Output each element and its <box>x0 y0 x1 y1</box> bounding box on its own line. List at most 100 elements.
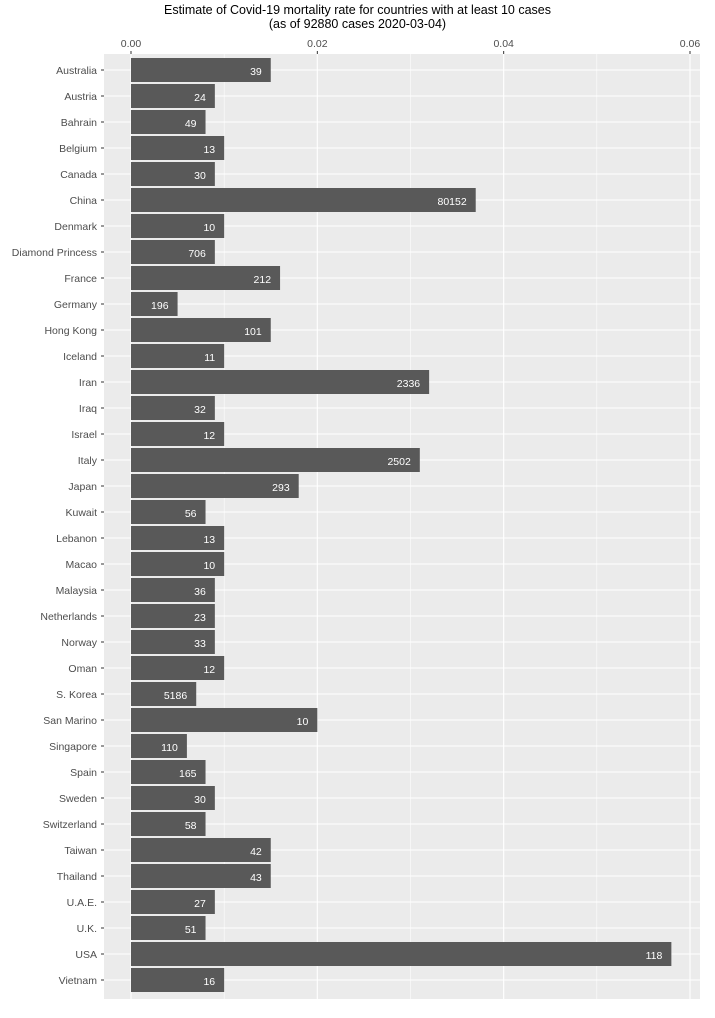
category-label-norway: Norway <box>61 637 97 649</box>
bar-vietnam <box>131 968 225 992</box>
bar-label-israel: 12 <box>203 430 215 442</box>
bar-hong-kong <box>131 318 271 342</box>
bar-label-usa: 118 <box>646 950 663 962</box>
bar-switzerland <box>131 812 206 836</box>
bar-label-denmark: 10 <box>203 222 215 234</box>
chart-title: Estimate of Covid-19 mortality rate for … <box>164 3 551 17</box>
chart-subtitle: (as of 92880 cases 2020-03-04) <box>268 16 447 31</box>
bar-s-korea <box>131 682 197 706</box>
bar-diamond-princess <box>131 240 215 264</box>
bar-label-kuwait: 56 <box>185 508 197 520</box>
bar-label-iran: 2336 <box>397 378 421 390</box>
bar-israel <box>131 422 225 446</box>
category-label-france: France <box>64 273 97 285</box>
bar-malaysia <box>131 578 215 602</box>
bar-label-austria: 24 <box>194 92 206 104</box>
bar-norway <box>131 630 215 654</box>
bar-australia <box>131 58 271 82</box>
bar-label-japan: 293 <box>272 482 290 494</box>
bar-japan <box>131 474 299 498</box>
bar-label-france: 212 <box>254 274 272 286</box>
bar-label-s-korea: 5186 <box>164 690 188 702</box>
category-label-austria: Austria <box>64 91 97 103</box>
category-label-iceland: Iceland <box>63 351 97 363</box>
bar-label-u-k: 51 <box>185 924 197 936</box>
x-axis: 0.00 0.02 0.04 0.06 <box>121 38 701 54</box>
bar-label-australia: 39 <box>250 66 262 78</box>
category-label-spain: Spain <box>70 767 97 779</box>
bar-label-malaysia: 36 <box>194 586 206 598</box>
category-label-u-a-e: U.A.E. <box>67 897 97 909</box>
y-axis: Australia Austria Bahrain Belgium Canada Chin… <box>12 65 104 987</box>
bar-label-spain: 165 <box>179 768 197 780</box>
category-label-usa: USA <box>75 949 97 961</box>
bar-u-a-e <box>131 890 215 914</box>
category-label-lebanon: Lebanon <box>56 533 97 545</box>
category-label-hong-kong: Hong Kong <box>44 325 97 337</box>
category-label-taiwan: Taiwan <box>64 845 97 857</box>
bar-label-iceland: 11 <box>204 352 215 364</box>
bar-italy <box>131 448 420 472</box>
bar-label-belgium: 13 <box>203 144 215 156</box>
bar-label-singapore: 110 <box>161 742 178 754</box>
bar-label-oman: 12 <box>203 664 215 676</box>
bar-thailand <box>131 864 271 888</box>
bar-belgium <box>131 136 225 160</box>
category-label-singapore: Singapore <box>49 741 97 753</box>
x-tick-label: 0.02 <box>307 38 328 50</box>
category-label-israel: Israel <box>71 429 97 441</box>
bar-label-diamond-princess: 706 <box>188 248 206 260</box>
category-label-iraq: Iraq <box>79 403 97 415</box>
category-label-canada: Canada <box>60 169 97 181</box>
x-tick-label: 0.00 <box>121 38 142 50</box>
bar-label-germany: 196 <box>151 300 169 312</box>
bar-label-hong-kong: 101 <box>244 326 262 338</box>
bars: 3924491330801521070621219610111233632122… <box>131 58 672 992</box>
bar-macao <box>131 552 225 576</box>
category-label-malaysia: Malaysia <box>56 585 98 597</box>
bar-u-k <box>131 916 206 940</box>
category-label-iran: Iran <box>79 377 97 389</box>
category-label-china: China <box>70 195 98 207</box>
category-label-kuwait: Kuwait <box>65 507 97 519</box>
bar-label-u-a-e: 27 <box>194 898 206 910</box>
category-label-s-korea: S. Korea <box>56 689 97 701</box>
category-label-belgium: Belgium <box>59 143 97 155</box>
bar-label-bahrain: 49 <box>185 118 197 130</box>
category-label-u-k: U.K. <box>77 923 97 935</box>
bar-label-iraq: 32 <box>194 404 206 416</box>
category-label-thailand: Thailand <box>57 871 97 883</box>
bar-iceland <box>131 344 225 368</box>
bar-label-netherlands: 23 <box>194 612 206 624</box>
category-label-macao: Macao <box>65 559 97 571</box>
bar-label-switzerland: 58 <box>185 820 197 832</box>
bar-label-macao: 10 <box>203 560 215 572</box>
bar-label-canada: 30 <box>194 170 206 182</box>
bar-sweden <box>131 786 215 810</box>
bar-austria <box>131 84 215 108</box>
category-label-san-marino: San Marino <box>43 715 97 727</box>
bar-label-san-marino: 10 <box>297 716 309 728</box>
bar-iraq <box>131 396 215 420</box>
bar-label-norway: 33 <box>194 638 206 650</box>
x-tick-label: 0.04 <box>493 38 514 50</box>
bar-label-thailand: 43 <box>250 872 262 884</box>
bar-france <box>131 266 281 290</box>
category-label-italy: Italy <box>78 455 98 467</box>
category-label-switzerland: Switzerland <box>43 819 97 831</box>
category-label-denmark: Denmark <box>54 221 97 233</box>
x-tick-label: 0.06 <box>680 38 701 50</box>
bar-label-italy: 2502 <box>387 456 411 468</box>
category-label-vietnam: Vietnam <box>59 975 98 987</box>
bar-oman <box>131 656 225 680</box>
category-label-japan: Japan <box>68 481 97 493</box>
bar-label-sweden: 30 <box>194 794 206 806</box>
bar-label-china: 80152 <box>438 196 467 208</box>
bar-kuwait <box>131 500 206 524</box>
category-label-oman: Oman <box>68 663 97 675</box>
bar-canada <box>131 162 215 186</box>
bar-label-lebanon: 13 <box>203 534 215 546</box>
bar-china <box>131 188 476 212</box>
bar-usa <box>131 942 672 966</box>
